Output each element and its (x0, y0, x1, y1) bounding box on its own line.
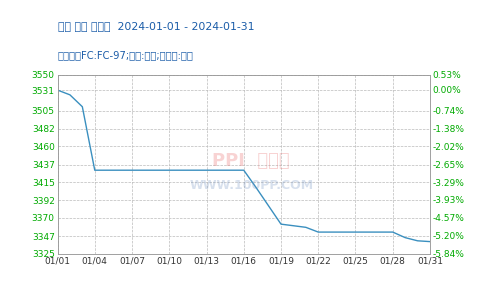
Text: 萤石 国内 生产价  2024-01-01 - 2024-01-31: 萤石 国内 生产价 2024-01-01 - 2024-01-31 (58, 22, 254, 32)
Text: 萤石精矿FC:FC-97;用途:化工;含水量:湿态: 萤石精矿FC:FC-97;用途:化工;含水量:湿态 (58, 50, 194, 60)
Text: WWW.100PP.COM: WWW.100PP.COM (189, 179, 314, 192)
Text: PPI  生意社: PPI 生意社 (212, 152, 290, 170)
